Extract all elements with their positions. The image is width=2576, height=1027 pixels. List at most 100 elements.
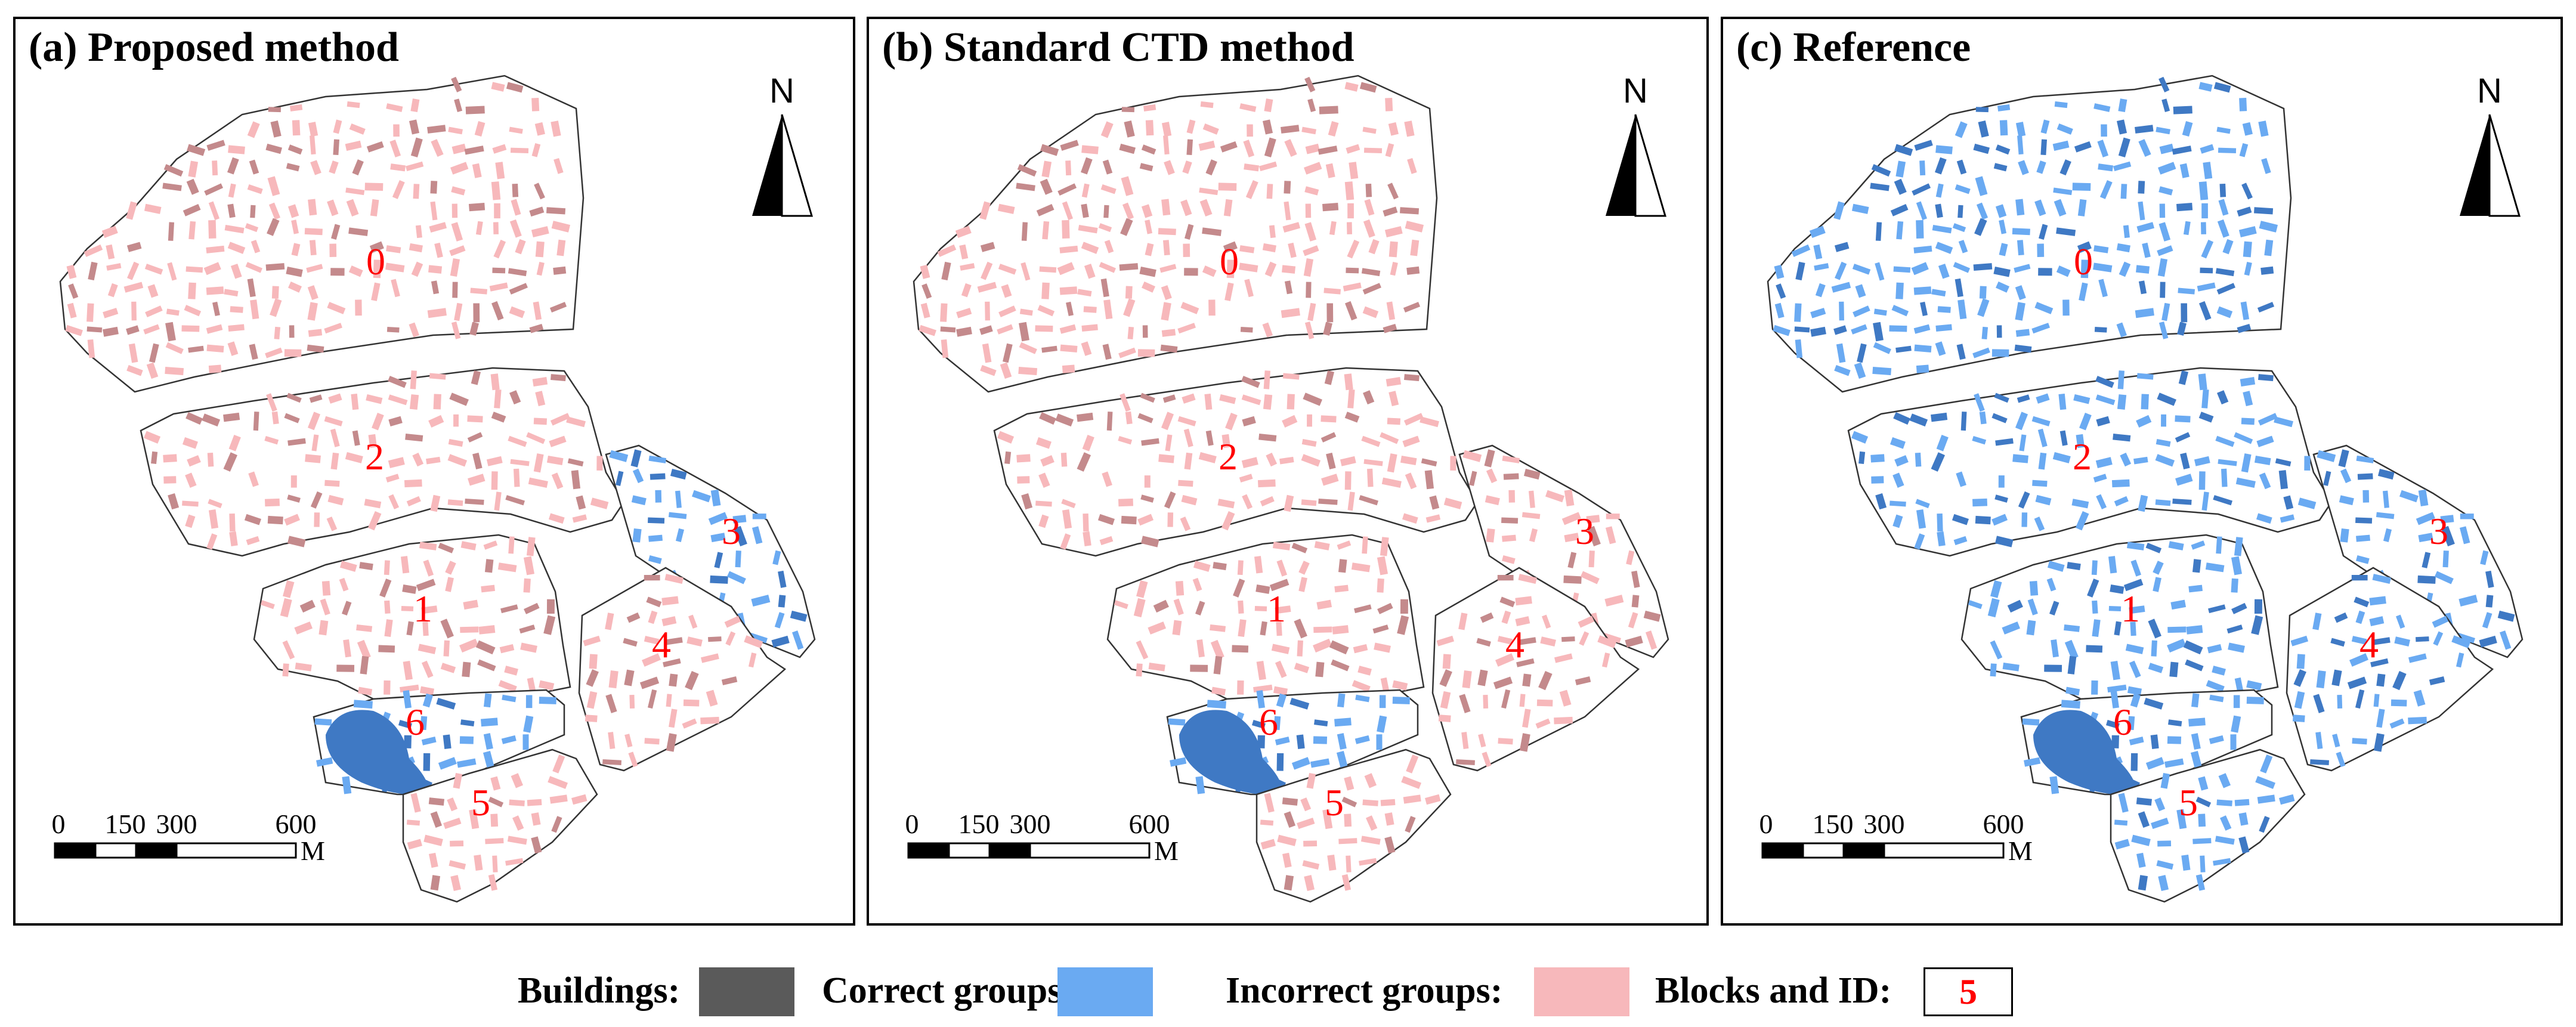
building bbox=[1932, 224, 1952, 234]
building bbox=[2278, 470, 2289, 490]
building bbox=[1153, 599, 1169, 613]
building bbox=[2259, 472, 2271, 490]
building bbox=[247, 184, 263, 194]
building bbox=[87, 339, 95, 358]
building bbox=[103, 326, 119, 337]
building bbox=[1839, 301, 1844, 321]
building bbox=[1564, 489, 1575, 507]
building bbox=[149, 343, 159, 363]
building bbox=[2234, 432, 2253, 444]
building bbox=[308, 199, 317, 216]
building bbox=[1180, 516, 1191, 531]
building bbox=[589, 654, 598, 669]
building bbox=[1993, 266, 2011, 277]
building bbox=[86, 303, 94, 322]
building bbox=[1337, 733, 1347, 750]
building bbox=[2418, 489, 2429, 507]
building bbox=[1287, 394, 1295, 410]
building bbox=[1402, 435, 1420, 447]
legend-buildings-label: Buildings: bbox=[518, 970, 681, 1011]
building bbox=[208, 509, 219, 529]
building bbox=[1238, 600, 1244, 614]
building bbox=[488, 874, 498, 891]
building bbox=[2254, 207, 2274, 215]
building bbox=[2036, 393, 2050, 404]
building bbox=[2002, 621, 2020, 635]
building bbox=[1355, 735, 1370, 744]
building bbox=[1139, 266, 1156, 277]
block-2: 2 bbox=[1847, 367, 2333, 557]
block-id-label: 3 bbox=[1575, 510, 1594, 552]
building bbox=[937, 244, 957, 257]
building bbox=[1279, 456, 1294, 465]
building bbox=[2037, 243, 2045, 257]
building bbox=[370, 199, 379, 216]
building bbox=[294, 621, 313, 635]
building bbox=[342, 601, 352, 615]
building bbox=[473, 303, 480, 323]
building bbox=[288, 282, 302, 293]
building bbox=[1997, 104, 2011, 112]
scale-tick-label: 600 bbox=[276, 809, 317, 839]
building bbox=[1254, 556, 1263, 574]
building bbox=[1344, 776, 1355, 791]
building bbox=[955, 225, 972, 238]
building bbox=[185, 514, 196, 528]
building bbox=[524, 602, 540, 614]
block-2: 2 bbox=[140, 367, 625, 557]
building bbox=[2418, 533, 2433, 543]
building bbox=[1078, 224, 1098, 234]
building bbox=[1241, 394, 1261, 406]
building bbox=[147, 284, 159, 298]
scale-unit-label: M bbox=[2008, 836, 2033, 866]
building bbox=[165, 321, 176, 342]
building bbox=[1082, 435, 1094, 451]
building bbox=[2024, 757, 2041, 767]
building bbox=[1935, 157, 1947, 175]
building bbox=[1148, 621, 1166, 635]
building bbox=[1605, 526, 1616, 545]
building bbox=[1322, 809, 1333, 830]
building bbox=[2031, 416, 2051, 426]
building bbox=[2038, 452, 2047, 470]
building bbox=[206, 286, 224, 295]
building bbox=[2185, 659, 2204, 672]
building bbox=[2434, 571, 2454, 584]
building bbox=[2293, 669, 2306, 687]
building bbox=[1410, 239, 1420, 256]
building bbox=[224, 224, 245, 234]
building bbox=[2355, 689, 2365, 709]
building bbox=[2279, 794, 2295, 805]
building bbox=[2440, 515, 2454, 524]
building bbox=[1036, 204, 1054, 216]
building bbox=[465, 498, 484, 505]
building bbox=[491, 471, 498, 490]
building bbox=[468, 474, 485, 486]
building bbox=[206, 245, 225, 253]
building bbox=[187, 144, 206, 156]
building bbox=[1240, 326, 1253, 333]
building bbox=[287, 438, 306, 446]
building bbox=[2058, 394, 2067, 410]
building bbox=[2097, 140, 2109, 157]
building bbox=[229, 531, 238, 546]
building bbox=[648, 555, 662, 564]
building bbox=[2138, 494, 2148, 512]
building bbox=[921, 283, 932, 299]
building bbox=[327, 494, 344, 506]
building bbox=[502, 694, 517, 703]
building bbox=[1377, 556, 1388, 576]
building bbox=[1979, 286, 1987, 299]
building bbox=[508, 536, 515, 554]
building bbox=[2170, 599, 2187, 610]
building bbox=[1955, 184, 1971, 194]
building bbox=[427, 308, 447, 318]
building bbox=[608, 670, 619, 689]
building bbox=[586, 691, 598, 709]
building bbox=[483, 540, 498, 550]
building bbox=[1040, 178, 1053, 195]
building bbox=[1873, 342, 1891, 354]
building bbox=[260, 600, 275, 610]
building bbox=[206, 140, 225, 151]
building bbox=[1853, 305, 1870, 318]
